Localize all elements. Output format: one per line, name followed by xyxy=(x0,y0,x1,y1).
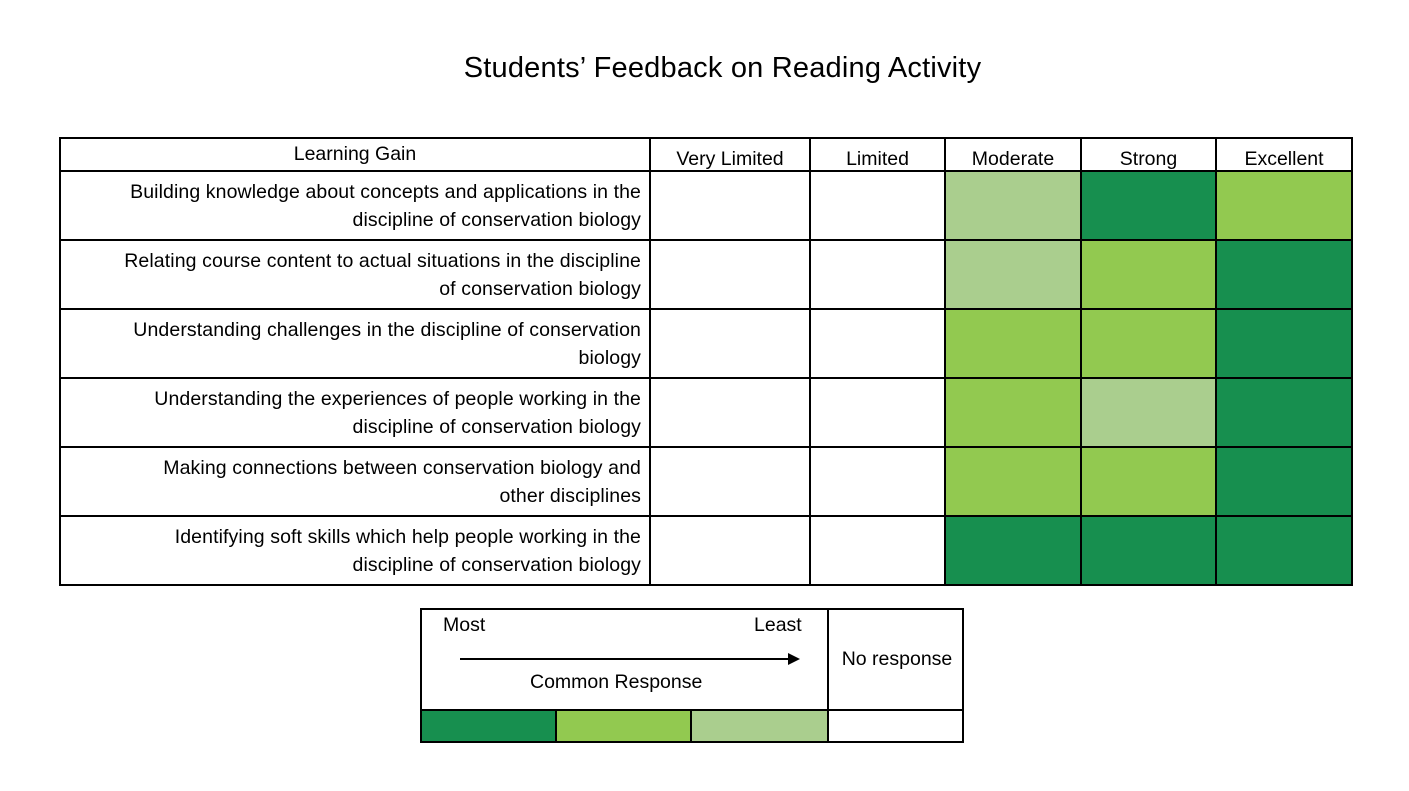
heat-cell-moderate xyxy=(944,377,1082,448)
learning-gain-label-line: discipline of conservation biology xyxy=(352,553,641,576)
legend-swatch-no-response xyxy=(827,709,964,743)
legend-swatch-middle xyxy=(555,709,692,743)
heat-cell-strong xyxy=(1080,308,1217,379)
learning-gain-label: Relating course content to actual situat… xyxy=(59,239,651,310)
column-header-moderate: Moderate xyxy=(944,137,1082,172)
heat-cell-limited xyxy=(809,446,946,517)
learning-gain-label-line: Identifying soft skills which help peopl… xyxy=(174,525,641,548)
table-row: Understanding the experiences of people … xyxy=(59,377,1353,448)
learning-gain-label-line: Understanding challenges in the discipli… xyxy=(133,318,641,341)
heat-cell-very-limited xyxy=(649,170,811,241)
table-row: Identifying soft skills which help peopl… xyxy=(59,515,1353,586)
legend-arrow-icon xyxy=(460,653,800,665)
column-header-excellent: Excellent xyxy=(1215,137,1353,172)
learning-gain-label-line: of conservation biology xyxy=(439,277,641,300)
table-row: Making connections between conservation … xyxy=(59,446,1353,517)
row-header-cell: Learning Gain xyxy=(59,137,651,172)
learning-gain-label-line: biology xyxy=(578,346,641,369)
heat-cell-very-limited xyxy=(649,446,811,517)
heat-cell-moderate xyxy=(944,308,1082,379)
learning-gain-label-line: Making connections between conservation … xyxy=(163,456,641,479)
heat-cell-excellent xyxy=(1215,515,1353,586)
learning-gain-label-line: Relating course content to actual situat… xyxy=(124,249,641,272)
heat-cell-excellent xyxy=(1215,239,1353,310)
learning-gain-label-line: discipline of conservation biology xyxy=(352,208,641,231)
learning-gain-label: Identifying soft skills which help peopl… xyxy=(59,515,651,586)
column-header-limited: Limited xyxy=(809,137,946,172)
learning-gain-label-line: discipline of conservation biology xyxy=(352,415,641,438)
heat-cell-limited xyxy=(809,170,946,241)
legend-most-label: Most xyxy=(443,614,486,636)
learning-gain-label-line: Building knowledge about concepts and ap… xyxy=(130,180,641,203)
heat-cell-very-limited xyxy=(649,377,811,448)
heatmap-body: Building knowledge about concepts and ap… xyxy=(59,170,1353,586)
legend-swatch-least xyxy=(690,709,829,743)
learning-gain-label: Understanding challenges in the discipli… xyxy=(59,308,651,379)
table-row: Building knowledge about concepts and ap… xyxy=(59,170,1353,241)
table-row: Relating course content to actual situat… xyxy=(59,239,1353,310)
column-header-strong: Strong xyxy=(1080,137,1217,172)
header-row: Learning Gain Very Limited Limited Moder… xyxy=(59,137,1353,172)
heat-cell-excellent xyxy=(1215,377,1353,448)
heat-cell-strong xyxy=(1080,239,1217,310)
heat-cell-excellent xyxy=(1215,308,1353,379)
heat-cell-limited xyxy=(809,239,946,310)
heat-cell-moderate xyxy=(944,446,1082,517)
column-header-very-limited: Very Limited xyxy=(649,137,811,172)
heat-cell-limited xyxy=(809,308,946,379)
learning-gain-label-line: other disciplines xyxy=(499,484,641,507)
heat-cell-strong xyxy=(1080,515,1217,586)
legend-caption: Common Response xyxy=(530,671,703,693)
heat-cell-strong xyxy=(1080,377,1217,448)
heat-cell-very-limited xyxy=(649,308,811,379)
legend-no-response-label: No response xyxy=(841,648,953,670)
heat-cell-limited xyxy=(809,377,946,448)
heat-cell-strong xyxy=(1080,170,1217,241)
legend-least-label: Least xyxy=(754,614,802,636)
learning-gain-label: Building knowledge about concepts and ap… xyxy=(59,170,651,241)
legend: Most Least Common Response No response xyxy=(420,608,964,743)
learning-gain-label: Making connections between conservation … xyxy=(59,446,651,517)
chart-title: Students’ Feedback on Reading Activity xyxy=(463,52,982,84)
heat-cell-limited xyxy=(809,515,946,586)
heat-cell-moderate xyxy=(944,170,1082,241)
learning-gain-label-line: Understanding the experiences of people … xyxy=(154,387,641,410)
heat-cell-moderate xyxy=(944,239,1082,310)
heat-cell-excellent xyxy=(1215,170,1353,241)
heat-cell-very-limited xyxy=(649,515,811,586)
heat-cell-very-limited xyxy=(649,239,811,310)
heat-cell-strong xyxy=(1080,446,1217,517)
legend-swatch-most xyxy=(420,709,557,743)
feedback-heatmap: Learning Gain Very Limited Limited Moder… xyxy=(59,137,1353,586)
table-row: Understanding challenges in the discipli… xyxy=(59,308,1353,379)
learning-gain-label: Understanding the experiences of people … xyxy=(59,377,651,448)
heat-cell-moderate xyxy=(944,515,1082,586)
heat-cell-excellent xyxy=(1215,446,1353,517)
